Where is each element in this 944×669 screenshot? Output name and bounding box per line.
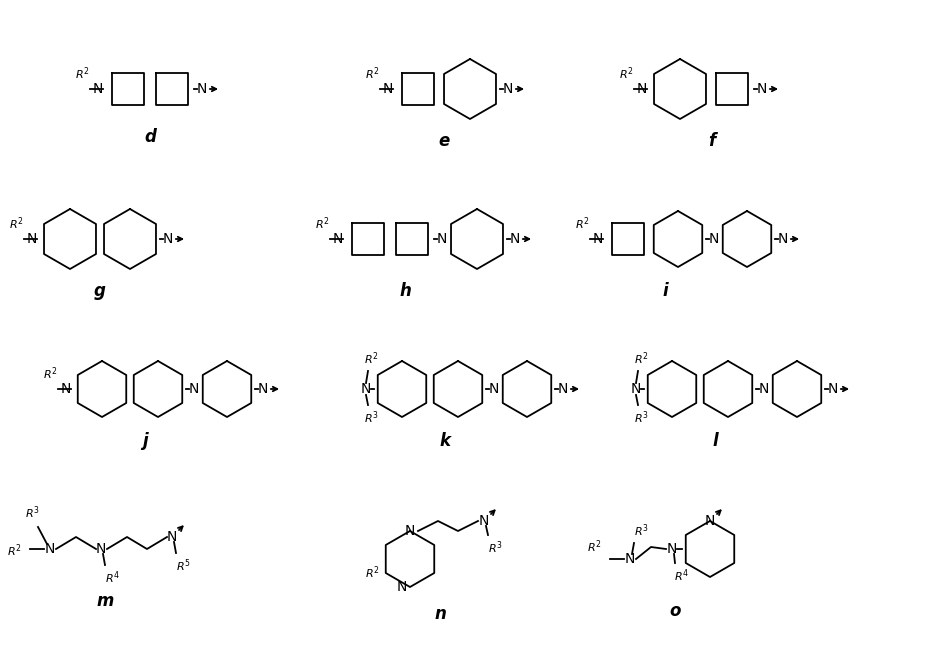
Text: $R^2$: $R^2$ (575, 215, 589, 232)
Text: o: o (669, 602, 681, 620)
Text: N: N (479, 514, 489, 528)
Text: N: N (778, 232, 788, 246)
Text: h: h (399, 282, 411, 300)
Text: d: d (144, 128, 156, 146)
Text: N: N (489, 382, 499, 396)
Text: $R^3$: $R^3$ (634, 409, 649, 425)
Text: j: j (143, 432, 148, 450)
Text: N: N (625, 552, 635, 566)
Text: N: N (510, 232, 520, 246)
Text: N: N (189, 382, 199, 396)
Text: N: N (95, 542, 106, 556)
Text: f: f (708, 132, 716, 150)
Text: N: N (258, 382, 268, 396)
Text: N: N (666, 542, 677, 556)
Text: $R^3$: $R^3$ (364, 409, 379, 425)
Text: $R^3$: $R^3$ (634, 522, 649, 539)
Text: N: N (26, 232, 37, 246)
Text: N: N (705, 514, 716, 528)
Text: e: e (438, 132, 449, 150)
Text: N: N (405, 524, 415, 538)
Text: N: N (637, 82, 648, 96)
Text: $R^3$: $R^3$ (25, 504, 40, 521)
Text: $R^2$: $R^2$ (8, 215, 24, 232)
Text: N: N (60, 382, 71, 396)
Text: n: n (434, 605, 446, 623)
Text: l: l (712, 432, 717, 450)
Text: $R^2$: $R^2$ (634, 351, 649, 367)
Text: $R^3$: $R^3$ (488, 539, 503, 555)
Text: N: N (361, 382, 371, 396)
Text: $R^2$: $R^2$ (314, 215, 329, 232)
Text: N: N (503, 82, 514, 96)
Text: k: k (440, 432, 450, 450)
Text: i: i (662, 282, 667, 300)
Text: N: N (333, 232, 344, 246)
Text: m: m (96, 592, 113, 610)
Text: $R^4$: $R^4$ (105, 569, 120, 585)
Text: N: N (558, 382, 568, 396)
Text: N: N (396, 580, 407, 594)
Text: $R^2$: $R^2$ (364, 351, 379, 367)
Text: g: g (94, 282, 106, 300)
Text: N: N (828, 382, 838, 396)
Text: N: N (593, 232, 603, 246)
Text: $R^4$: $R^4$ (674, 567, 689, 583)
Text: N: N (196, 82, 207, 96)
Text: N: N (709, 232, 719, 246)
Text: N: N (44, 542, 55, 556)
Text: $R^2$: $R^2$ (618, 66, 633, 82)
Text: $R^2$: $R^2$ (364, 66, 379, 82)
Text: N: N (167, 530, 177, 544)
Text: N: N (383, 82, 394, 96)
Text: $R^5$: $R^5$ (176, 557, 191, 573)
Text: N: N (759, 382, 769, 396)
Text: N: N (757, 82, 767, 96)
Text: N: N (631, 382, 641, 396)
Text: $R^2$: $R^2$ (8, 543, 22, 559)
Text: N: N (162, 232, 173, 246)
Text: $R^2$: $R^2$ (42, 365, 58, 382)
Text: $R^2$: $R^2$ (75, 66, 90, 82)
Text: N: N (437, 232, 447, 246)
Text: $R^2$: $R^2$ (587, 539, 602, 555)
Text: N: N (93, 82, 103, 96)
Text: $R^2$: $R^2$ (365, 565, 380, 581)
